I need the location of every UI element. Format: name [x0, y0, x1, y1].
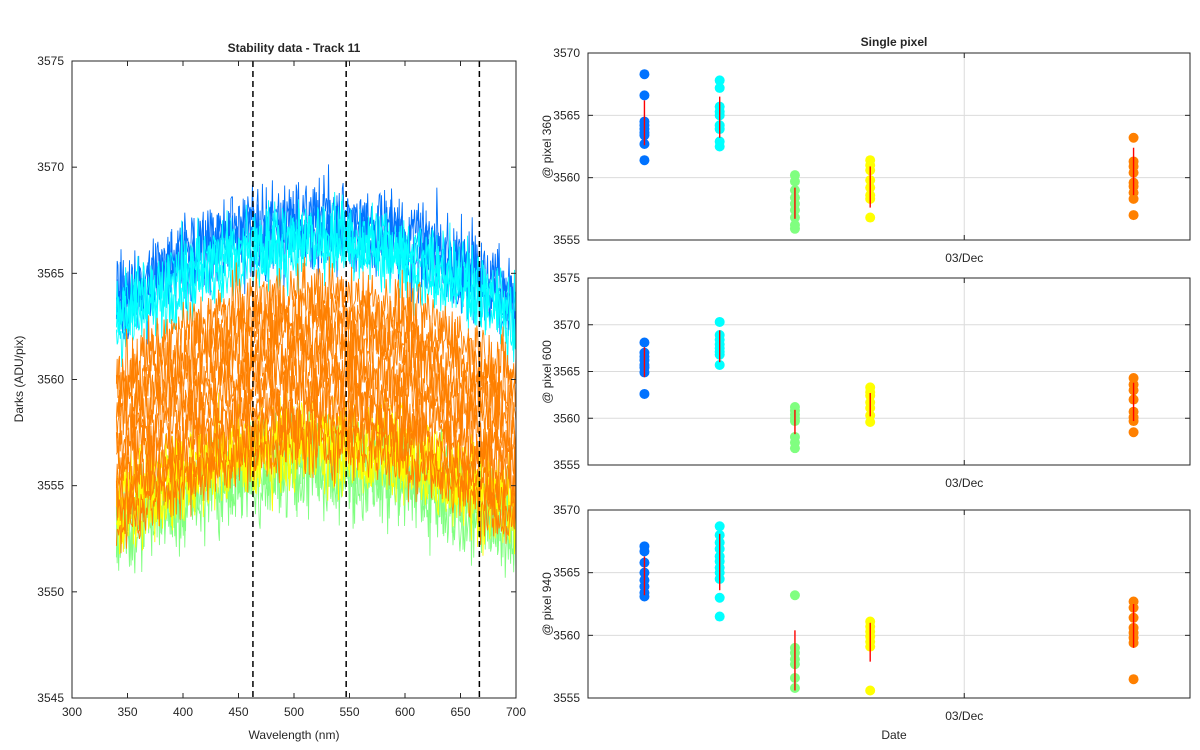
data-point [639, 337, 650, 348]
single-pixel-940-chart: @ pixel 940 Date 3555 3560 3565 3570 03/Dec [540, 503, 1191, 742]
date-xlabel: Date [881, 728, 907, 742]
y-tick-label: 3555 [553, 233, 580, 247]
y-tick-label: 3570 [553, 46, 580, 60]
series-line [115, 292, 517, 444]
data-point [789, 590, 800, 601]
y-tick-label: 3565 [553, 365, 580, 379]
pixel-940-plot-area: 3555 3560 3565 3570 03/Dec [553, 503, 1191, 723]
data-point [639, 388, 650, 399]
data-point [714, 521, 725, 532]
x-tick-label: 650 [450, 705, 470, 719]
data-point [639, 591, 650, 602]
y-tick-label: 3560 [37, 373, 64, 387]
x-tick-label: 500 [284, 705, 304, 719]
single-pixel-360-chart: Single pixel @ pixel 360 3555 3560 3565 357… [540, 35, 1191, 265]
y-tick-label: 3565 [37, 266, 64, 280]
pixel-600-ylabel: @ pixel 600 [540, 340, 554, 404]
x-tick-label: 450 [228, 705, 248, 719]
series-line [115, 192, 517, 338]
data-point [714, 82, 725, 93]
x-tick-label: 600 [395, 705, 415, 719]
stability-plot-area: 300 350 400 450 500 550 600 650 700 3545 3550 3555 3… [37, 54, 526, 719]
plot-frame [587, 509, 1191, 699]
data-point [789, 176, 800, 187]
series-line [115, 279, 517, 427]
data-point [714, 611, 725, 622]
data-point [714, 592, 725, 603]
data-point [865, 212, 876, 223]
y-tick-label: 3560 [553, 171, 580, 185]
y-tick-label: 3570 [553, 318, 580, 332]
y-tick-label: 3575 [37, 54, 64, 68]
x-tick-label: 03/Dec [945, 251, 983, 265]
data-point [1128, 427, 1139, 438]
data-point [714, 141, 725, 152]
y-tick-label: 3545 [37, 691, 64, 705]
data-point [1128, 132, 1139, 143]
data-point [1128, 210, 1139, 221]
y-tick-label: 3575 [553, 271, 580, 285]
x-tick-label: 700 [506, 705, 526, 719]
data-point [1128, 674, 1139, 685]
plot-background [588, 53, 1190, 240]
stability-chart: Stability data - Track 11 Darks (ADU/pix… [12, 41, 526, 742]
y-tick-label: 3560 [553, 411, 580, 425]
x-tick-label: 350 [117, 705, 137, 719]
data-point [714, 75, 725, 86]
y-tick-label: 3570 [37, 160, 64, 174]
x-tick-label: 550 [339, 705, 359, 719]
y-tick-label: 3565 [553, 566, 580, 580]
single-pixel-600-chart: @ pixel 600 3555 3560 3565 3570 3575 03/Dec [540, 271, 1191, 490]
data-point [789, 223, 800, 234]
stability-chart-ylabel: Darks (ADU/pix) [12, 336, 26, 423]
y-tick-label: 3565 [553, 108, 580, 122]
plot-frame [587, 52, 1191, 241]
data-point [1128, 193, 1139, 204]
stability-chart-xlabel: Wavelength (nm) [249, 728, 340, 742]
data-point [865, 416, 876, 427]
x-tick-label: 03/Dec [945, 709, 983, 723]
stability-chart-title: Stability data - Track 11 [228, 41, 361, 55]
x-tick-label: 300 [62, 705, 82, 719]
data-point [714, 359, 725, 370]
series-line [115, 256, 517, 404]
x-tick-label: 03/Dec [945, 476, 983, 490]
y-tick-label: 3560 [553, 628, 580, 642]
data-point [865, 685, 876, 696]
pixel-940-ylabel: @ pixel 940 [540, 572, 554, 636]
y-tick-label: 3555 [553, 458, 580, 472]
data-point [639, 546, 650, 557]
plot-background [588, 510, 1190, 698]
y-tick-label: 3555 [553, 691, 580, 705]
y-tick-label: 3555 [37, 479, 64, 493]
single-pixel-title: Single pixel [861, 35, 928, 49]
data-point [639, 90, 650, 101]
pixel-600-plot-area: 3555 3560 3565 3570 3575 03/Dec [553, 271, 1191, 490]
data-point [714, 316, 725, 327]
y-tick-label: 3570 [553, 503, 580, 517]
data-point [639, 69, 650, 80]
x-tick-label: 400 [173, 705, 193, 719]
pixel-360-ylabel: @ pixel 360 [540, 115, 554, 179]
y-tick-label: 3550 [37, 585, 64, 599]
data-point [789, 443, 800, 454]
pixel-360-plot-area: 3555 3560 3565 3570 03/Dec [553, 46, 1191, 265]
series-line [115, 305, 517, 454]
data-point [639, 155, 650, 166]
